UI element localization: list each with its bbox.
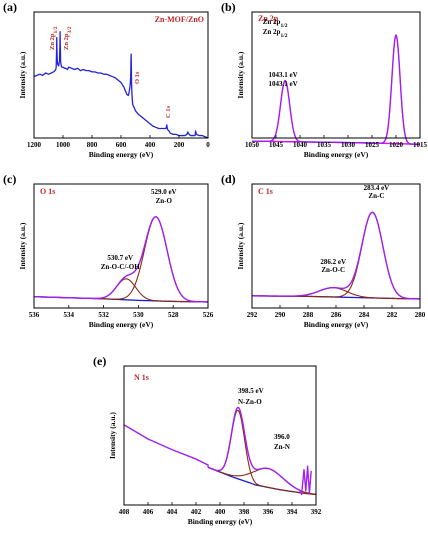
peak-annotation: Zn-C [368,192,384,200]
panel-label-a: (a) [3,0,17,14]
peak-annotation: Zn-O-C/-OH [101,263,140,271]
peak-annotation: 1043.1 eV [269,71,298,79]
x-tick-label: 1045 [269,141,284,149]
x-axis-label: Binding energy (eV) [304,150,369,159]
peak-annotation: 283.4 eV [364,184,390,192]
x-tick-label: 282 [387,311,398,319]
x-tick-label: 288 [303,311,314,319]
fit-component-line [251,79,421,145]
x-tick-label: 600 [116,141,127,149]
envelope-fit-line [33,216,209,303]
x-tick-label: 0 [206,141,210,149]
peak-annotation: 530.7 eV [107,254,133,262]
panel-label-e: (e) [93,354,106,368]
panel-e: (e) 408 406 404 402 400 398 396 394 392 Binding en… [93,354,322,526]
x-tick-label: 528 [168,311,179,319]
y-axis-label: Intensity (a.u.) [108,412,117,459]
x-tick-label: 396 [263,508,274,516]
plot-frame [33,183,209,309]
x-tick-label: 404 [167,508,178,516]
x-tick-label: 800 [87,141,98,149]
panel-label-b: (b) [221,0,236,14]
y-axis-label: Intensity (a.u.) [236,222,245,269]
envelope-fit-line [123,406,312,496]
y-axis-label: Intensity (a.u.) [18,51,27,98]
panel-label-d: (d) [221,172,236,186]
x-tick-label: 1015 [413,141,428,149]
peak-label: Zn 2p1/2 [49,26,59,50]
fit-component-line [251,211,421,300]
x-tick-label: 530 [133,311,144,319]
peak-annotation: 1043.1 eV [269,80,298,88]
peak-annotation: Zn 2p1/2 [263,28,288,39]
x-tick-label: 402 [191,508,202,516]
x-tick-label: 1050 [245,141,260,149]
y-axis-label: Intensity (a.u.) [236,51,245,98]
x-tick-label: 290 [275,311,286,319]
x-tick-label: 292 [247,311,258,319]
peak-label: C 1s [165,105,172,118]
peak-label: O 1s [134,71,141,84]
peak-annotation: 396.0 [274,433,290,441]
panel-title: Zn 2p [258,14,279,23]
peak-annotation: 529.0 eV [151,188,177,196]
x-tick-label: 534 [64,311,75,319]
x-tick-label: 284 [359,311,370,319]
x-tick-label: 1000 [56,141,71,149]
peak-annotation: 286.2 eV [320,258,346,266]
x-axis-label: Binding energy (eV) [304,320,369,329]
envelope-fit-line [251,211,421,300]
x-tick-label: 536 [29,311,40,319]
x-tick-label: 394 [287,508,298,516]
panel-title: Zn-MOF/ZnO [155,15,204,24]
x-tick-label: 398 [239,508,250,516]
panel-title: N 1s [134,373,149,382]
x-tick-label: 200 [174,141,185,149]
x-tick-label: 392 [311,508,322,516]
fit-component-line [207,409,317,496]
panel-a: (a) 1200 1000 800 600 400 200 0 Binding energy (… [3,0,210,159]
panel-d: (d) 292 290 288 286 284 282 280 Binding energy (… [221,172,426,329]
peak-annotation: Zn-O-C [321,266,345,274]
plot-frame [251,11,421,139]
panel-c: (c) 536 534 532 530 528 526 Binding energy (eV)… [3,172,214,329]
plot-frame [33,11,209,139]
peak-annotation: Zn-N [274,443,290,451]
x-axis-label: Binding energy (eV) [89,150,154,159]
x-tick-label: 286 [331,311,342,319]
x-tick-label: 400 [145,141,156,149]
x-tick-label: 408 [119,508,130,516]
y-axis-label: Intensity (a.u.) [18,222,27,269]
peak-annotation: Zn-O [156,197,173,205]
panel-label-c: (c) [3,172,16,186]
panel-title: O 1s [40,187,55,196]
x-tick-label: 406 [143,508,154,516]
x-tick-label: 1040 [293,141,308,149]
x-tick-label: 1035 [317,141,332,149]
x-tick-label: 1025 [365,141,380,149]
x-tick-label: 400 [215,508,226,516]
x-tick-label: 280 [415,311,426,319]
x-axis-label: Binding energy (eV) [89,320,154,329]
x-tick-label: 526 [203,311,214,319]
peak-annotation: N-Zn-O [238,398,262,406]
panel-b: (b) 1050 1045 1040 1035 1030 1025 1020 1015 Bindi… [221,0,428,159]
peak-annotation: Zn 2p1/2 [263,18,288,29]
panel-title: C 1s [258,187,273,196]
envelope-fit-line [251,34,421,145]
peak-label: Zn 2p3/2 [63,26,73,50]
x-tick-label: 1200 [27,141,42,149]
x-tick-label: 1030 [341,141,356,149]
x-tick-label: 1020 [389,141,404,149]
survey-spectrum-line [33,31,209,139]
x-tick-label: 532 [98,311,109,319]
x-axis-label: Binding energy (eV) [188,517,253,526]
peak-annotation: 398.5 eV [238,387,264,395]
